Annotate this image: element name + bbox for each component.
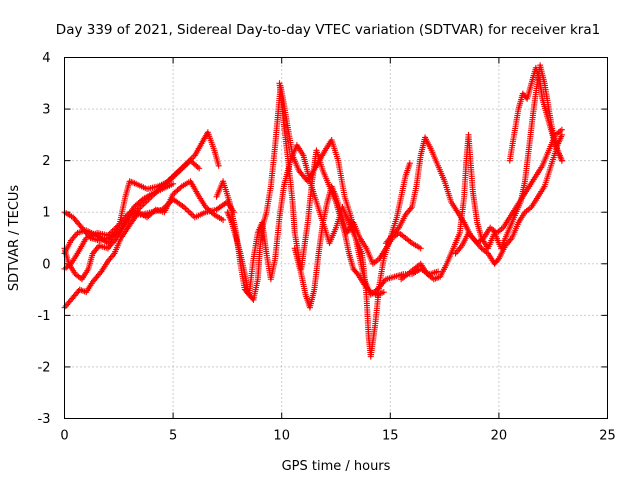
data-point bbox=[170, 180, 177, 187]
data-point bbox=[146, 211, 153, 218]
data-point bbox=[136, 198, 143, 205]
series-track-m bbox=[506, 64, 565, 164]
data-point bbox=[138, 197, 145, 204]
data-point bbox=[194, 164, 201, 171]
data-point bbox=[149, 209, 156, 216]
data-point bbox=[131, 204, 138, 211]
data-point bbox=[148, 210, 155, 217]
y-tick-label: -2 bbox=[38, 360, 51, 375]
y-tick-labels: 4 3 2 1 0 -1 -2 -3 bbox=[38, 51, 51, 427]
series-track-j bbox=[382, 126, 565, 247]
x-tick-labels: 0 5 10 15 20 25 bbox=[60, 429, 615, 444]
y-tick-label: 4 bbox=[42, 51, 50, 66]
data-point bbox=[135, 200, 142, 207]
y-axis-label: SDTVAR / TECUs bbox=[7, 185, 22, 292]
grid-lines bbox=[64, 57, 608, 419]
data-point bbox=[190, 160, 197, 167]
data-point bbox=[193, 162, 200, 169]
data-point bbox=[353, 269, 360, 276]
y-tick-label: 2 bbox=[42, 154, 50, 169]
data-point bbox=[208, 209, 215, 216]
data-points bbox=[61, 62, 565, 360]
data-point bbox=[406, 160, 413, 167]
plot-frame bbox=[64, 57, 608, 419]
series-track-i bbox=[291, 183, 424, 311]
data-point bbox=[417, 245, 424, 252]
chart-title: Day 339 of 2021, Sidereal Day-to-day VTE… bbox=[56, 22, 600, 38]
x-tick-label: 10 bbox=[273, 429, 290, 444]
x-tick-label: 15 bbox=[382, 429, 399, 444]
data-point bbox=[187, 157, 194, 164]
data-point bbox=[174, 187, 181, 194]
data-point bbox=[196, 165, 203, 172]
data-point bbox=[188, 158, 195, 165]
data-point bbox=[220, 216, 227, 223]
data-point bbox=[172, 188, 179, 195]
data-point bbox=[204, 205, 211, 212]
y-tick-label: 1 bbox=[42, 206, 50, 221]
data-point bbox=[205, 206, 212, 213]
data-point bbox=[494, 256, 501, 263]
x-tick-label: 0 bbox=[60, 429, 68, 444]
data-point bbox=[191, 161, 198, 168]
data-point bbox=[133, 201, 140, 208]
data-point bbox=[170, 191, 177, 198]
data-point bbox=[171, 189, 178, 196]
series-track-h bbox=[276, 80, 387, 298]
data-point bbox=[215, 162, 222, 169]
y-tick-label: -1 bbox=[38, 309, 51, 324]
data-point bbox=[177, 184, 184, 191]
y-tick-label: -3 bbox=[38, 412, 51, 427]
series-track-g bbox=[213, 142, 413, 360]
data-point bbox=[558, 126, 565, 133]
data-point bbox=[145, 213, 152, 220]
data-point bbox=[144, 214, 151, 221]
x-tick-label: 5 bbox=[169, 429, 177, 444]
series-track-e bbox=[61, 180, 177, 283]
data-point bbox=[380, 289, 387, 296]
y-tick-label: 3 bbox=[42, 103, 50, 118]
y-tick-label: 0 bbox=[42, 257, 50, 272]
x-axis-label: GPS time / hours bbox=[282, 459, 391, 474]
data-point bbox=[209, 210, 216, 217]
x-tick-label: 20 bbox=[491, 429, 508, 444]
axis-ticks bbox=[64, 57, 608, 419]
data-point bbox=[558, 131, 565, 138]
data-point bbox=[202, 204, 209, 211]
data-point bbox=[558, 157, 565, 164]
data-point bbox=[207, 207, 214, 214]
data-point bbox=[175, 186, 182, 193]
x-tick-label: 25 bbox=[599, 429, 616, 444]
data-point bbox=[132, 202, 139, 209]
